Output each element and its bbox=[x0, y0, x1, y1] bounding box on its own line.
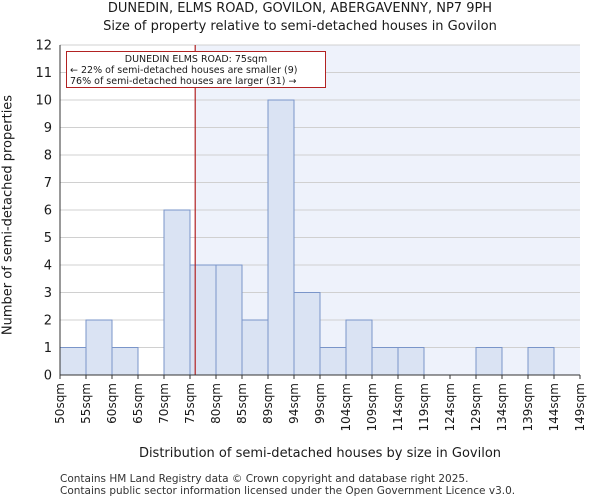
bar-70sqm bbox=[163, 209, 191, 376]
x-tick-label: 50sqm bbox=[53, 383, 67, 424]
bar-89sqm bbox=[267, 99, 295, 376]
bar-104sqm bbox=[345, 319, 373, 376]
x-tick-label: 80sqm bbox=[209, 383, 223, 424]
x-tick-label: 109sqm bbox=[365, 383, 379, 431]
x-tick-label: 55sqm bbox=[79, 383, 93, 424]
y-tick-label: 2 bbox=[44, 314, 52, 329]
chart-subtitle: Size of property relative to semi-detach… bbox=[103, 19, 497, 34]
y-tick-label: 9 bbox=[44, 121, 52, 136]
x-tick-label: 139sqm bbox=[521, 383, 535, 431]
bar-139sqm bbox=[527, 347, 555, 376]
y-tick-label: 6 bbox=[44, 204, 52, 219]
y-tick-label: 5 bbox=[44, 231, 52, 246]
bar-50sqm bbox=[59, 347, 87, 376]
bar-114sqm bbox=[397, 347, 425, 376]
bar-94sqm bbox=[293, 292, 321, 376]
x-tick-label: 149sqm bbox=[573, 383, 587, 431]
bar-85sqm bbox=[241, 319, 269, 376]
bar-129sqm bbox=[475, 347, 503, 376]
y-tick-label: 1 bbox=[44, 341, 52, 356]
property-annotation: DUNEDIN ELMS ROAD: 75sqm ← 22% of semi-d… bbox=[66, 51, 326, 88]
annotation-line-3: 76% of semi-detached houses are larger (… bbox=[70, 76, 297, 87]
x-tick-label: 124sqm bbox=[443, 383, 457, 431]
y-tick-label: 8 bbox=[44, 149, 52, 164]
x-tick-label: 75sqm bbox=[183, 383, 197, 424]
bar-109sqm bbox=[371, 347, 399, 376]
x-tick-label: 104sqm bbox=[339, 383, 353, 431]
bar-55sqm bbox=[85, 319, 113, 376]
x-tick-label: 129sqm bbox=[469, 383, 483, 431]
footer-licence: Contains public sector information licen… bbox=[60, 485, 516, 497]
bar-60sqm bbox=[111, 347, 139, 376]
y-tick-label: 0 bbox=[44, 369, 52, 384]
x-tick-label: 114sqm bbox=[391, 383, 405, 431]
x-tick-label: 144sqm bbox=[547, 383, 561, 431]
bar-80sqm bbox=[215, 264, 243, 376]
x-tick-label: 85sqm bbox=[235, 383, 249, 424]
bar-75sqm bbox=[189, 264, 217, 376]
x-tick-label: 70sqm bbox=[157, 383, 171, 424]
annotation-line-1: DUNEDIN ELMS ROAD: 75sqm bbox=[124, 54, 268, 65]
bar-99sqm bbox=[319, 347, 347, 376]
x-axis-label: Distribution of semi-detached houses by … bbox=[138, 446, 502, 461]
y-tick-label: 4 bbox=[44, 259, 52, 274]
footer-copyright: Contains HM Land Registry data © Crown c… bbox=[60, 473, 469, 485]
chart-title: DUNEDIN, ELMS ROAD, GOVILON, ABERGAVENNY… bbox=[107, 1, 493, 16]
annotation-line-2: ← 22% of semi-detached houses are smalle… bbox=[70, 65, 298, 76]
x-tick-label: 94sqm bbox=[287, 383, 301, 424]
y-tick-label: 12 bbox=[35, 39, 52, 54]
x-tick-label: 134sqm bbox=[495, 383, 509, 431]
x-tick-label: 89sqm bbox=[261, 383, 275, 424]
x-tick-label: 65sqm bbox=[131, 383, 145, 424]
y-tick-label: 10 bbox=[35, 94, 52, 109]
y-tick-label: 3 bbox=[44, 286, 52, 301]
x-tick-label: 119sqm bbox=[417, 383, 431, 431]
x-tick-label: 60sqm bbox=[105, 383, 119, 424]
y-tick-label: 11 bbox=[35, 66, 52, 81]
y-tick-label: 7 bbox=[44, 176, 52, 191]
x-tick-label: 99sqm bbox=[313, 383, 327, 424]
